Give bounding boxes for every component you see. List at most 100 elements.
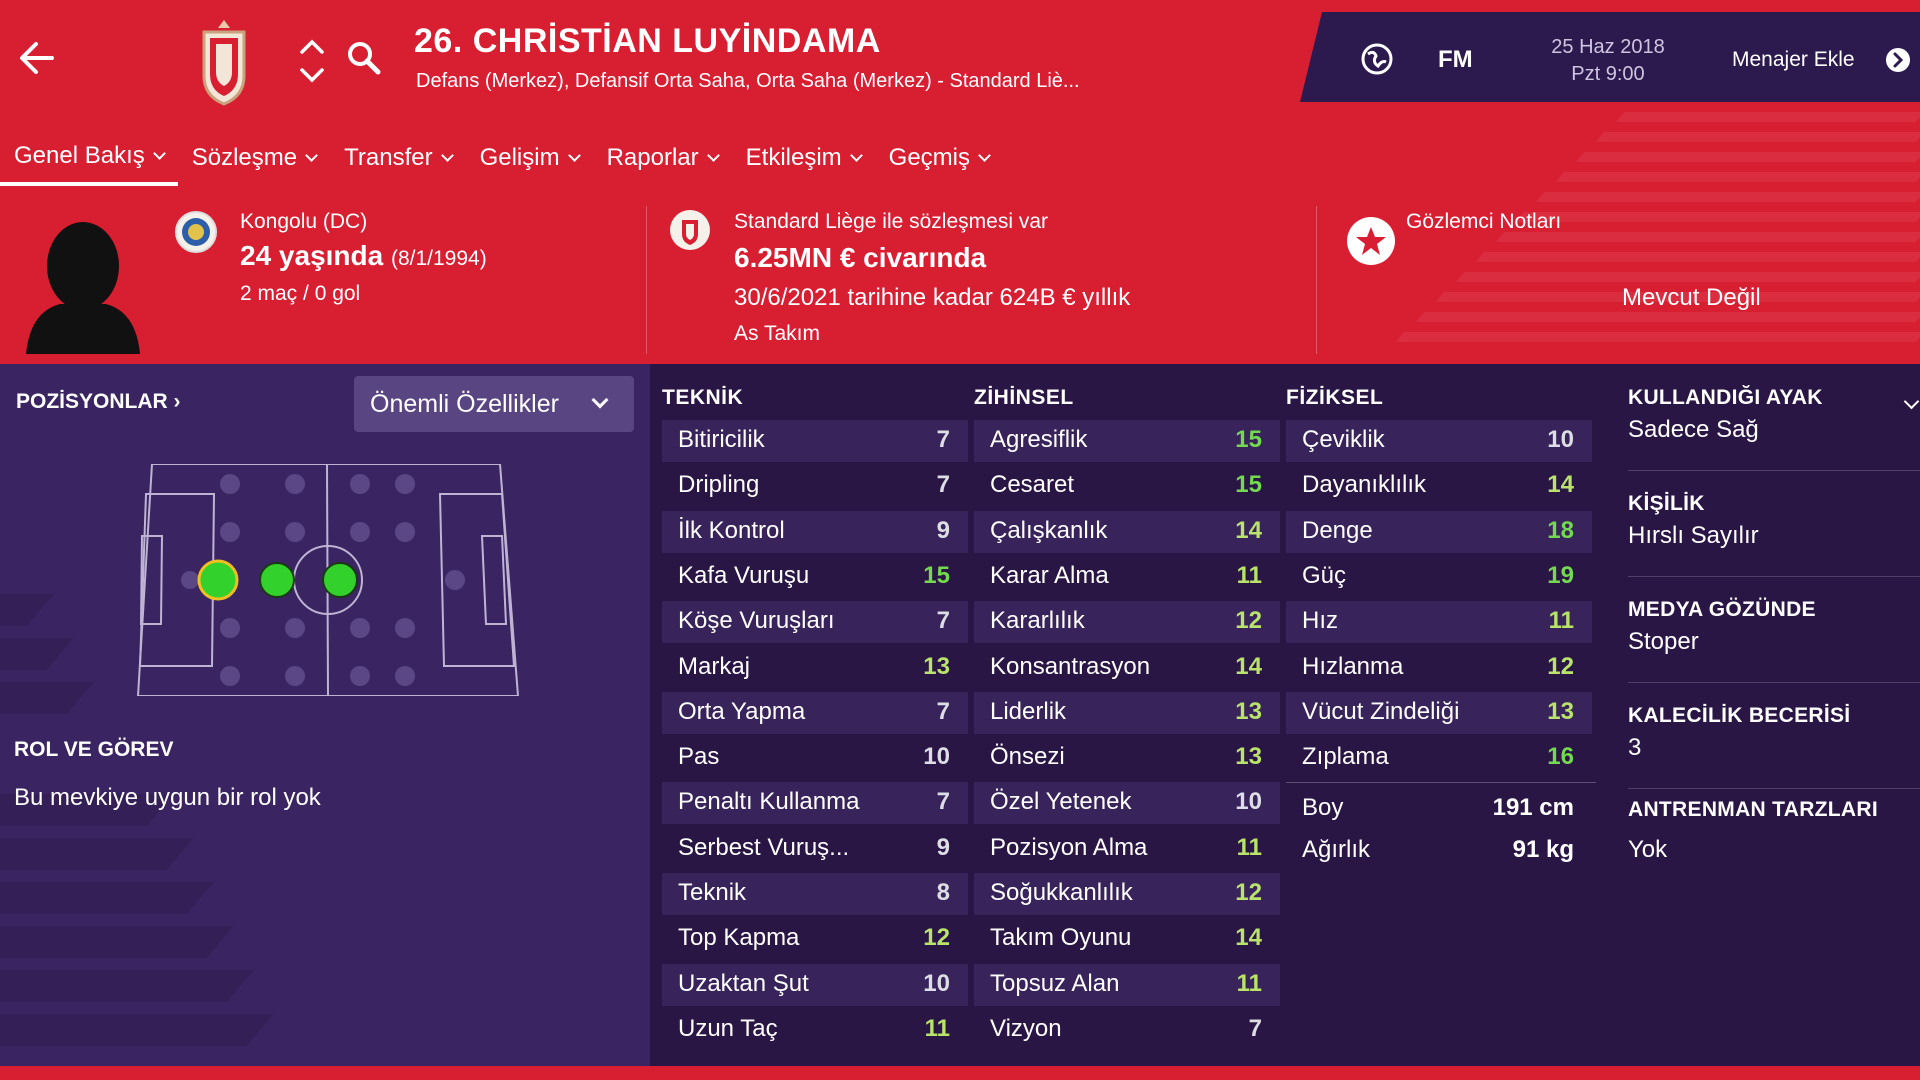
attribute-row[interactable]: Top Kapma 12: [662, 918, 968, 960]
attribute-row[interactable]: Önsezi 13: [974, 737, 1280, 779]
attribute-row[interactable]: Bitiricilik 7: [662, 420, 968, 462]
club-crest-icon[interactable]: [196, 18, 252, 106]
technical-title: TEKNİK: [662, 386, 744, 409]
arrow-right-circle-icon[interactable]: [1884, 46, 1912, 74]
attribute-row[interactable]: Topsuz Alan 11: [974, 963, 1280, 1006]
age-value: 24 yaşında: [240, 240, 384, 271]
attribute-row[interactable]: Hızlanma 12: [1286, 647, 1592, 689]
tab-reports[interactable]: Raporlar: [593, 130, 732, 186]
attribute-value: 15: [1235, 426, 1262, 453]
tab-development[interactable]: Gelişim: [466, 130, 593, 186]
attribute-name: Bitiricilik: [678, 426, 765, 453]
tab-overview[interactable]: Genel Bakış: [0, 130, 178, 186]
positions-panel: POZİSYONLAR › Önemli Özellikler ROL VE G…: [0, 364, 650, 1066]
attribute-value: 11: [1236, 561, 1262, 589]
birth-date: (8/1/1994): [390, 247, 487, 270]
height-value: 191 cm: [1492, 794, 1574, 821]
attribute-name: Pas: [678, 743, 720, 771]
attribute-value: 13: [1235, 697, 1262, 725]
attribute-row[interactable]: Orta Yapma 7: [662, 691, 968, 734]
attribute-row[interactable]: Uzun Taç 11: [662, 1009, 968, 1051]
attribute-row[interactable]: Penaltı Kullanma 7: [662, 782, 968, 825]
attribute-row[interactable]: Cesaret 15: [974, 465, 1280, 507]
attribute-row[interactable]: Serbest Vuruş... 9: [662, 828, 968, 870]
attribute-row[interactable]: Denge 18: [1286, 510, 1592, 553]
attribute-row[interactable]: İlk Kontrol 9: [662, 510, 968, 553]
position-dot-dc: [197, 559, 239, 601]
tab-contract[interactable]: Sözleşme: [178, 130, 330, 186]
attribute-row[interactable]: Konsantrasyon 14: [974, 647, 1280, 689]
attribute-name: Penaltı Kullanma: [678, 788, 860, 816]
attribute-row[interactable]: Dripling 7: [662, 465, 968, 507]
globe-icon[interactable]: [1360, 42, 1394, 76]
attribute-row[interactable]: Soğukkanlılık 12: [974, 873, 1280, 915]
personality: KİŞİLİK Hırslı Sayılır: [1628, 492, 1920, 550]
attribute-row[interactable]: Vücut Zindeliği 13: [1286, 691, 1592, 734]
attribute-row[interactable]: Kararlılık 12: [974, 601, 1280, 644]
attribute-value: 9: [936, 516, 950, 544]
back-button[interactable]: [14, 32, 64, 82]
attribute-row[interactable]: Kafa Vuruşu 15: [662, 556, 968, 598]
height-row: Boy 191 cm: [1286, 788, 1592, 828]
attribute-value: 11: [1236, 833, 1262, 861]
chevron-down-icon: [567, 149, 581, 162]
contract-club-text[interactable]: Standard Liège ile sözleşmesi var: [734, 210, 1048, 233]
attribute-row[interactable]: Çeviklik 10: [1286, 420, 1592, 462]
positions-link[interactable]: POZİSYONLAR ›: [16, 390, 181, 413]
attribute-name: Takım Oyunu: [990, 924, 1132, 952]
side-divider: [1628, 788, 1920, 789]
attribute-name: Liderlik: [990, 697, 1067, 725]
attribute-row[interactable]: Uzaktan Şut 10: [662, 963, 968, 1006]
attribute-row[interactable]: Teknik 8: [662, 873, 968, 915]
fm-logo[interactable]: FM: [1438, 46, 1473, 73]
attribute-row[interactable]: Güç 19: [1286, 556, 1592, 598]
weight-row: Ağırlık 91 kg: [1286, 830, 1592, 870]
attribute-name: Önsezi: [990, 743, 1065, 771]
attribute-row[interactable]: Köşe Vuruşları 7: [662, 601, 968, 644]
attribute-value: 7: [936, 788, 950, 816]
position-pitch[interactable]: [130, 464, 530, 696]
attribute-value: 10: [923, 969, 950, 997]
attribute-row[interactable]: Çalışkanlık 14: [974, 510, 1280, 553]
tab-label: Etkileşim: [745, 144, 842, 171]
game-date[interactable]: 25 Haz 2018 Pzt 9:00: [1528, 34, 1688, 88]
prev-next-player-button[interactable]: [296, 34, 328, 88]
attribute-name: Soğukkanlılık: [990, 879, 1133, 906]
attribute-value: 11: [1548, 607, 1574, 635]
side-label: KİŞİLİK: [1628, 492, 1705, 515]
attribute-name: Hızlanma: [1302, 652, 1404, 680]
attribute-value: 13: [1547, 697, 1574, 725]
attribute-row[interactable]: Hız 11: [1286, 601, 1592, 644]
info-divider: [1316, 206, 1317, 354]
attribute-name: Güç: [1302, 561, 1347, 589]
attribute-name: Topsuz Alan: [990, 969, 1120, 997]
search-button[interactable]: [344, 38, 384, 78]
tab-interaction[interactable]: Etkileşim: [732, 130, 875, 186]
attribute-value: 16: [1547, 743, 1574, 771]
attribute-row[interactable]: Vizyon 7: [974, 1009, 1280, 1051]
tab-history[interactable]: Geçmiş: [875, 130, 1003, 186]
attributes-panel: TEKNİK ZİHİNSEL FİZİKSEL Bitiricilik 7 Dri…: [650, 364, 1920, 1066]
tab-label: Geçmiş: [888, 144, 970, 171]
nationality-text[interactable]: Kongolu (DC): [240, 210, 368, 233]
attribute-row[interactable]: Dayanıklılık 14: [1286, 465, 1592, 507]
attribute-name: Zıplama: [1302, 743, 1389, 771]
attribute-row[interactable]: Takım Oyunu 14: [974, 918, 1280, 960]
attribute-row[interactable]: Pozisyon Alma 11: [974, 828, 1280, 870]
attribute-row[interactable]: Agresiflik 15: [974, 420, 1280, 462]
club-badge-icon[interactable]: [668, 208, 712, 252]
bottom-bar: [0, 1066, 1920, 1080]
nationality-flag-icon[interactable]: [174, 210, 218, 254]
attribute-view-dropdown[interactable]: Önemli Özellikler: [354, 376, 634, 432]
attribute-row[interactable]: Pas 10: [662, 737, 968, 779]
attribute-row[interactable]: Liderlik 13: [974, 691, 1280, 734]
attribute-row[interactable]: Zıplama 16: [1286, 737, 1592, 779]
attribute-row[interactable]: Özel Yetenek 10: [974, 782, 1280, 825]
attribute-value: 7: [936, 697, 950, 725]
tab-transfer[interactable]: Transfer: [330, 130, 465, 186]
attribute-name: İlk Kontrol: [678, 516, 785, 544]
attribute-row[interactable]: Karar Alma 11: [974, 556, 1280, 598]
add-manager-button[interactable]: Menajer Ekle: [1732, 48, 1855, 71]
attribute-name: Çalışkanlık: [990, 516, 1108, 544]
attribute-row[interactable]: Markaj 13: [662, 647, 968, 689]
